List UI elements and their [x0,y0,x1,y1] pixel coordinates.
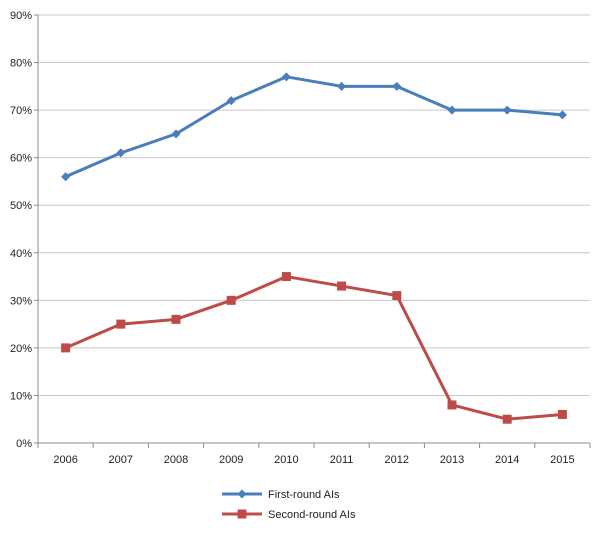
series-layer [61,72,567,424]
legend-item-1: First-round AIs [222,489,340,501]
legend-marker [237,509,247,519]
data-point [116,148,126,158]
series-1 [61,72,567,182]
y-tick-label: 0% [16,438,32,450]
y-tick-label: 20% [10,343,32,355]
x-tick-label: 2013 [440,454,464,466]
x-tick-label: 2011 [330,454,354,466]
y-tick-label: 50% [10,200,32,212]
data-point [337,281,347,291]
x-tick-label: 2009 [219,454,243,466]
legend-label: Second-round AIs [268,509,356,521]
data-point [392,81,402,91]
x-tick-label: 2014 [495,454,519,466]
x-tick-label: 2006 [53,454,77,466]
legend-label: First-round AIs [268,489,340,501]
x-tick-label: 2007 [109,454,133,466]
data-point [281,72,291,82]
data-point [392,291,402,301]
data-point [281,272,291,282]
y-tick-label: 60% [10,153,32,165]
data-point [171,129,181,139]
data-point [61,343,71,353]
y-tick-label: 10% [10,390,32,402]
legend: First-round AIs Second-round AIs [222,489,356,521]
data-point [557,110,567,120]
y-tick-label: 80% [10,58,32,70]
data-point [171,314,181,324]
legend-item-2: Second-round AIs [222,509,356,521]
x-tick-label: 2012 [385,454,409,466]
data-point [226,295,236,305]
y-axis-tick-labels: 0% 10% 20% 30% 40% 50% 60% 70% 80% 90% [10,10,32,450]
y-tick-label: 90% [10,10,32,22]
x-tick-label: 2010 [274,454,298,466]
data-point [226,96,236,106]
data-point [502,414,512,424]
data-point [337,81,347,91]
axes [34,14,591,448]
data-point [502,105,512,115]
gridlines [38,14,590,396]
data-point [447,400,457,410]
y-tick-label: 30% [10,295,32,307]
series-2 [61,272,567,424]
data-point [557,409,567,419]
x-axis-tick-labels: 2006 2007 2008 2009 2010 2011 2012 2013 2014 2015 [53,454,574,466]
y-tick-label: 70% [10,105,32,117]
data-point [447,105,457,115]
x-tick-label: 2015 [550,454,574,466]
series-line [65,275,563,421]
data-point [116,319,126,329]
series-line [65,75,563,179]
legend-marker [237,489,247,499]
y-tick-label: 40% [10,248,32,260]
x-tick-label: 2008 [164,454,188,466]
data-point [61,172,71,182]
